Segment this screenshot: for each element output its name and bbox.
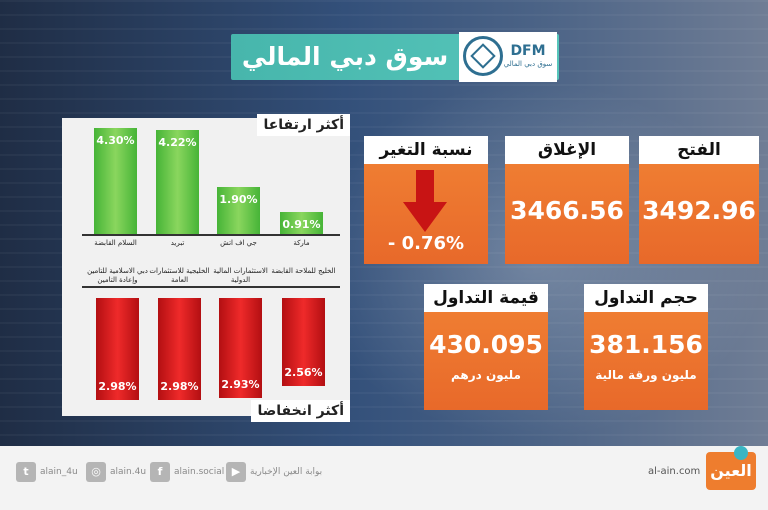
twitter-handle[interactable]: alain_4u bbox=[40, 467, 78, 477]
gainer-value-label: 4.30% bbox=[96, 134, 135, 147]
loser-category-label: الخليج للملاحة القابضة bbox=[271, 267, 336, 275]
gainer-bar bbox=[280, 212, 323, 234]
loser-value-label: 2.98% bbox=[98, 380, 137, 393]
trade-volume-unit: مليون ورقة مالية bbox=[595, 368, 697, 382]
footer bbox=[0, 446, 768, 510]
dfm-logo-text: DFM bbox=[510, 43, 546, 59]
youtube-channel[interactable]: بوابة العين الإخبارية bbox=[250, 467, 323, 477]
open-value: 3492.96 bbox=[642, 196, 756, 225]
close-card bbox=[505, 164, 629, 264]
close-value: 3466.56 bbox=[510, 196, 624, 225]
top-losers-title: أكثر انخفاضا bbox=[251, 400, 350, 422]
twitter-icon[interactable]: t bbox=[16, 462, 36, 482]
loser-value-label: 2.93% bbox=[221, 378, 260, 391]
youtube-icon[interactable]: ▶ bbox=[226, 462, 246, 482]
facebook-handle[interactable]: alain.social bbox=[174, 467, 225, 477]
dfm-emblem-icon bbox=[463, 36, 503, 76]
losers-axis bbox=[82, 286, 340, 288]
trade-value-card bbox=[424, 312, 548, 410]
site-url[interactable]: al-ain.com bbox=[648, 466, 701, 477]
loser-value-label: 2.98% bbox=[160, 380, 199, 393]
trade-value-value: 430.095 bbox=[429, 330, 543, 359]
instagram-icon[interactable]: ◎ bbox=[86, 462, 106, 482]
change-value: - 0.76% bbox=[387, 233, 465, 254]
gainer-bar bbox=[94, 128, 137, 234]
al-ain-logo-dot bbox=[734, 446, 748, 460]
down-arrow-icon bbox=[403, 170, 447, 232]
open-card bbox=[639, 164, 759, 264]
change-label: نسبة التغير bbox=[364, 136, 488, 164]
open-label: الفتح bbox=[639, 136, 759, 164]
al-ain-logo: العين bbox=[706, 452, 756, 490]
gainer-bar bbox=[156, 130, 199, 234]
top-gainers-title: أكثر ارتفاعا bbox=[257, 114, 350, 136]
gainer-category-label: جي اف اتش bbox=[220, 239, 257, 247]
dfm-logo-subtext: سوق دبي المالي bbox=[503, 60, 553, 68]
gainer-category-label: السلام القابضة bbox=[94, 239, 137, 247]
loser-bar bbox=[282, 298, 325, 386]
trade-value-unit: مليون درهم bbox=[451, 368, 521, 382]
loser-category-label: دبي الاسلامية للتامين وإعادة التامين bbox=[87, 267, 148, 284]
gainer-value-label: 1.90% bbox=[219, 193, 258, 206]
gainer-category-label: تبريد bbox=[170, 239, 185, 247]
loser-category-label: الخليجية للاستثمارات العامة bbox=[149, 267, 210, 284]
page-title: سوق دبي المالي bbox=[241, 42, 449, 71]
close-label: الإغلاق bbox=[505, 136, 629, 164]
facebook-icon[interactable]: f bbox=[150, 462, 170, 482]
gainer-category-label: ماركة bbox=[293, 239, 310, 247]
loser-bar bbox=[219, 298, 262, 398]
trade-volume-value: 381.156 bbox=[589, 330, 703, 359]
gainer-value-label: 0.91% bbox=[282, 218, 321, 231]
loser-bar bbox=[158, 298, 201, 400]
instagram-handle[interactable]: alain.4u bbox=[110, 467, 147, 477]
loser-value-label: 2.56% bbox=[284, 366, 323, 379]
trade-value-label: قيمة التداول bbox=[424, 284, 548, 312]
gainer-value-label: 4.22% bbox=[158, 136, 197, 149]
loser-bar bbox=[96, 298, 139, 400]
gainers-axis bbox=[82, 234, 340, 236]
trade-volume-card bbox=[584, 312, 708, 410]
loser-category-label: الاستثمارات المالية الدولية bbox=[213, 267, 268, 284]
trade-volume-label: حجم التداول bbox=[584, 284, 708, 312]
gainer-bar bbox=[217, 187, 260, 234]
